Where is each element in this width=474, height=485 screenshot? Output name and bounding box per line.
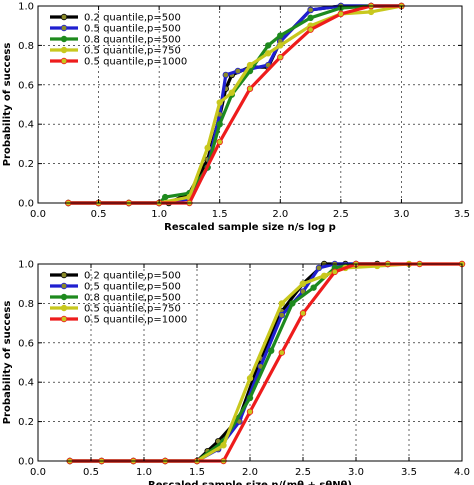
x-tick-label: 2.5 (333, 209, 349, 220)
legend-marker (60, 35, 68, 43)
data-point (307, 6, 314, 14)
data-point (228, 89, 236, 96)
legend-marker (60, 315, 68, 323)
y-tick-label: 0.2 (18, 159, 34, 170)
x-tick-label: 3.0 (393, 209, 409, 220)
data-point (310, 284, 317, 291)
data-point (277, 32, 284, 39)
x-axis-label: Rescaled sample size n/s log p (164, 222, 336, 233)
legend-entry: 0.8 quantile,p=500 (84, 293, 181, 304)
x-tick-label: 1.5 (189, 467, 205, 478)
data-point (161, 193, 169, 201)
data-point (216, 138, 223, 146)
x-tick-label: 2.5 (295, 467, 311, 478)
y-tick-label: 0.2 (18, 417, 34, 428)
data-point (246, 85, 254, 92)
legend-marker (60, 57, 68, 65)
x-tick-label: 0.5 (91, 209, 107, 220)
legend-marker (60, 13, 68, 21)
x-tick-label: 0.0 (30, 209, 46, 220)
y-tick-label: 0.6 (18, 338, 34, 349)
y-axis-label: Probability of success (2, 43, 13, 167)
data-point (278, 349, 285, 356)
data-point (277, 42, 284, 49)
legend-entry: 0.2 quantile,p=500 (84, 13, 181, 24)
x-tick-label: 3.0 (348, 467, 364, 478)
data-point (299, 280, 307, 287)
x-tick-label: 4.0 (454, 467, 470, 478)
x-axis-label: Rescaled sample size n/(mθ + sθNθ) (148, 480, 352, 485)
plot-frame (37, 5, 463, 204)
y-tick-label: 1.0 (18, 260, 34, 271)
legend-marker (60, 271, 68, 279)
legend-entry: 0.5 quantile,p=1000 (84, 57, 187, 68)
data-point (307, 14, 314, 22)
data-point (216, 120, 223, 128)
x-tick-label: 1.0 (136, 467, 152, 478)
data-point (216, 99, 223, 106)
x-tick-label: 0.0 (30, 467, 46, 478)
y-axis-label: Probability of success (2, 301, 13, 425)
legend-entry: 0.8 quantile,p=500 (84, 35, 181, 46)
x-tick-label: 0.5 (83, 467, 99, 478)
data-point (307, 26, 314, 33)
data-point (264, 50, 272, 57)
x-tick-label: 1.0 (151, 209, 167, 220)
data-point (331, 268, 338, 276)
x-tick-label: 3.5 (454, 209, 470, 220)
data-point (277, 54, 284, 61)
data-point (234, 67, 242, 75)
data-point (315, 264, 323, 272)
x-tick-label: 1.5 (212, 209, 228, 220)
chart-2: 0.0 0.5 1.0 1.5 2.0 2.5 3.0 3.5 4.0 0.0 0.2 0.4 0.6 0… (2, 260, 470, 485)
data-point (204, 144, 211, 152)
data-point (289, 300, 296, 307)
y-tick-label: 1.0 (18, 2, 34, 13)
legend-marker (60, 24, 68, 32)
y-tick-label: 0.0 (18, 199, 34, 210)
data-point (246, 61, 254, 69)
data-point (222, 71, 229, 79)
x-tick-label: 3.5 (401, 467, 417, 478)
legend-entry: 0.5 quantile,p=750 (84, 304, 181, 315)
legend-marker (60, 282, 68, 290)
data-point (246, 375, 254, 382)
data-point (264, 42, 272, 49)
legend-marker (60, 46, 68, 54)
legend-entry: 0.5 quantile,p=500 (84, 24, 181, 35)
y-tick-label: 0.6 (18, 80, 34, 91)
legend-entry: 0.5 quantile,p=750 (84, 46, 181, 57)
legend-entry: 0.2 quantile,p=500 (84, 271, 181, 282)
y-tick-label: 0.8 (18, 41, 34, 52)
data-point (246, 394, 254, 402)
legend-marker (60, 304, 68, 312)
y-tick-label: 0.4 (18, 378, 34, 389)
legend-entry: 0.5 quantile,p=1000 (84, 315, 187, 326)
data-point (321, 272, 328, 280)
data-point (299, 310, 307, 317)
data-point (268, 347, 275, 354)
data-point (246, 408, 254, 415)
data-point (220, 442, 227, 449)
legend-entry: 0.5 quantile,p=500 (84, 282, 181, 293)
data-point (278, 312, 285, 319)
data-point (367, 8, 375, 16)
y-tick-label: 0.8 (18, 299, 34, 310)
y-tick-label: 0.0 (18, 457, 34, 468)
legend-marker (60, 293, 68, 301)
data-point (278, 300, 285, 307)
x-tick-label: 2.0 (272, 209, 288, 220)
data-point (337, 10, 345, 18)
y-tick-label: 0.4 (18, 120, 34, 131)
chart-1: 0.0 0.5 1.0 1.5 2.0 2.5 3.0 3.5 0.0 0.2 0.4 0.6 0.8 1… (2, 2, 470, 234)
x-tick-label: 2.0 (242, 467, 258, 478)
